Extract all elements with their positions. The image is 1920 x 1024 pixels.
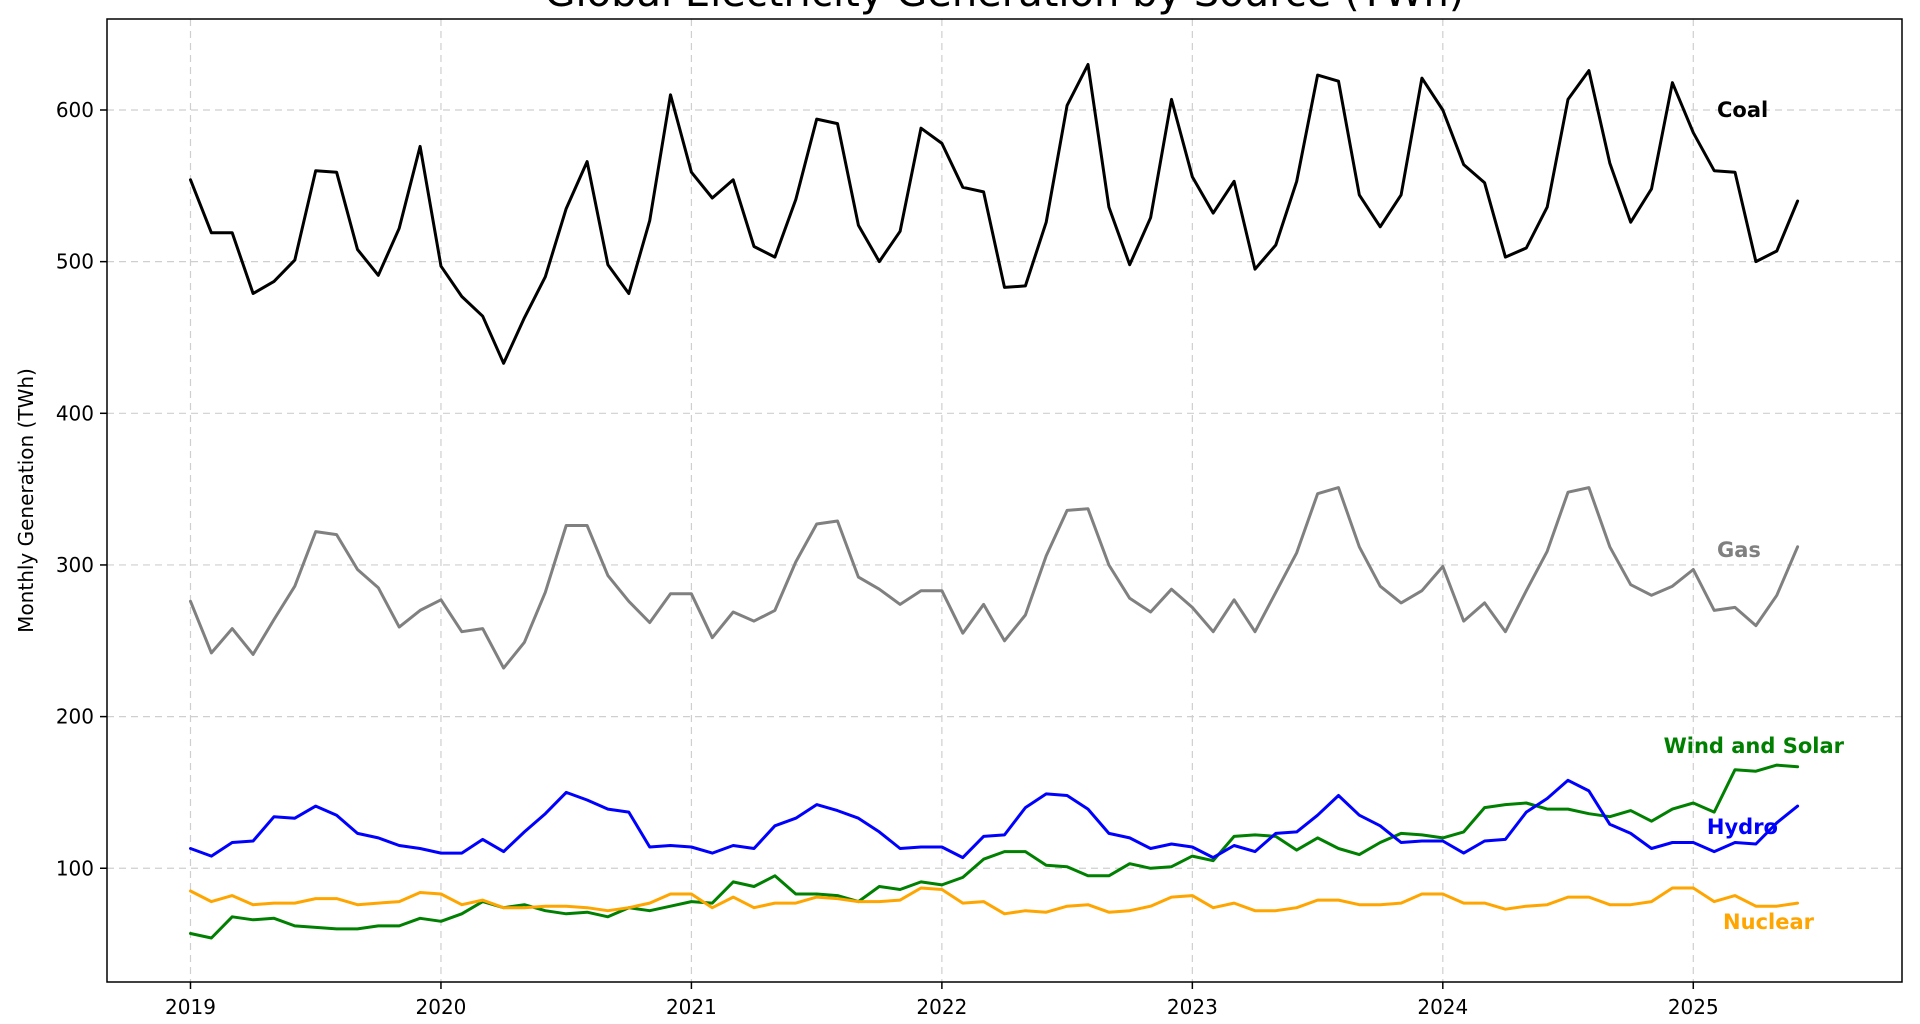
series-line-wind-and-solar — [189, 763, 1800, 940]
plot-frame — [106, 18, 1903, 983]
x-tick-label: 2019 — [165, 995, 216, 1019]
y-tick-label: 600 — [56, 98, 94, 122]
series-label-hydro: Hydro — [1707, 815, 1778, 839]
y-tick-label: 500 — [56, 250, 94, 274]
x-tick-label: 2020 — [416, 995, 467, 1019]
series-label-wind-and-solar: Wind and Solar — [1664, 734, 1845, 758]
x-tick-label: 2022 — [916, 995, 967, 1019]
y-tick-label: 100 — [56, 856, 94, 880]
x-tick-label: 2025 — [1668, 995, 1719, 1019]
x-tick-label: 2021 — [666, 995, 717, 1019]
series-line-hydro — [189, 778, 1800, 860]
grid — [107, 19, 1902, 982]
x-tick-label: 2023 — [1167, 995, 1218, 1019]
y-tick-label: 300 — [56, 553, 94, 577]
series-label-nuclear: Nuclear — [1723, 910, 1815, 934]
x-tick-label: 2024 — [1417, 995, 1468, 1019]
series-label-gas: Gas — [1717, 538, 1761, 562]
series-line-gas — [189, 486, 1800, 670]
series-labels: Coal Gas Wind and Solar Hydro Nuclear — [1664, 98, 1845, 934]
y-axis-label: Monthly Generation (TWh) — [14, 368, 38, 633]
y-tick-label: 200 — [56, 705, 94, 729]
series-line-nuclear — [189, 886, 1800, 916]
chart-title: Global Electricity Generation by Source … — [545, 0, 1465, 16]
axis-ticks: 2019 2020 2021 2022 2023 2024 2025 100 200 300 400… — [56, 98, 1719, 1019]
series-line-coal — [189, 63, 1800, 365]
series-label-coal: Coal — [1717, 98, 1768, 122]
y-tick-label: 400 — [56, 401, 94, 425]
series-lines — [189, 63, 1800, 940]
